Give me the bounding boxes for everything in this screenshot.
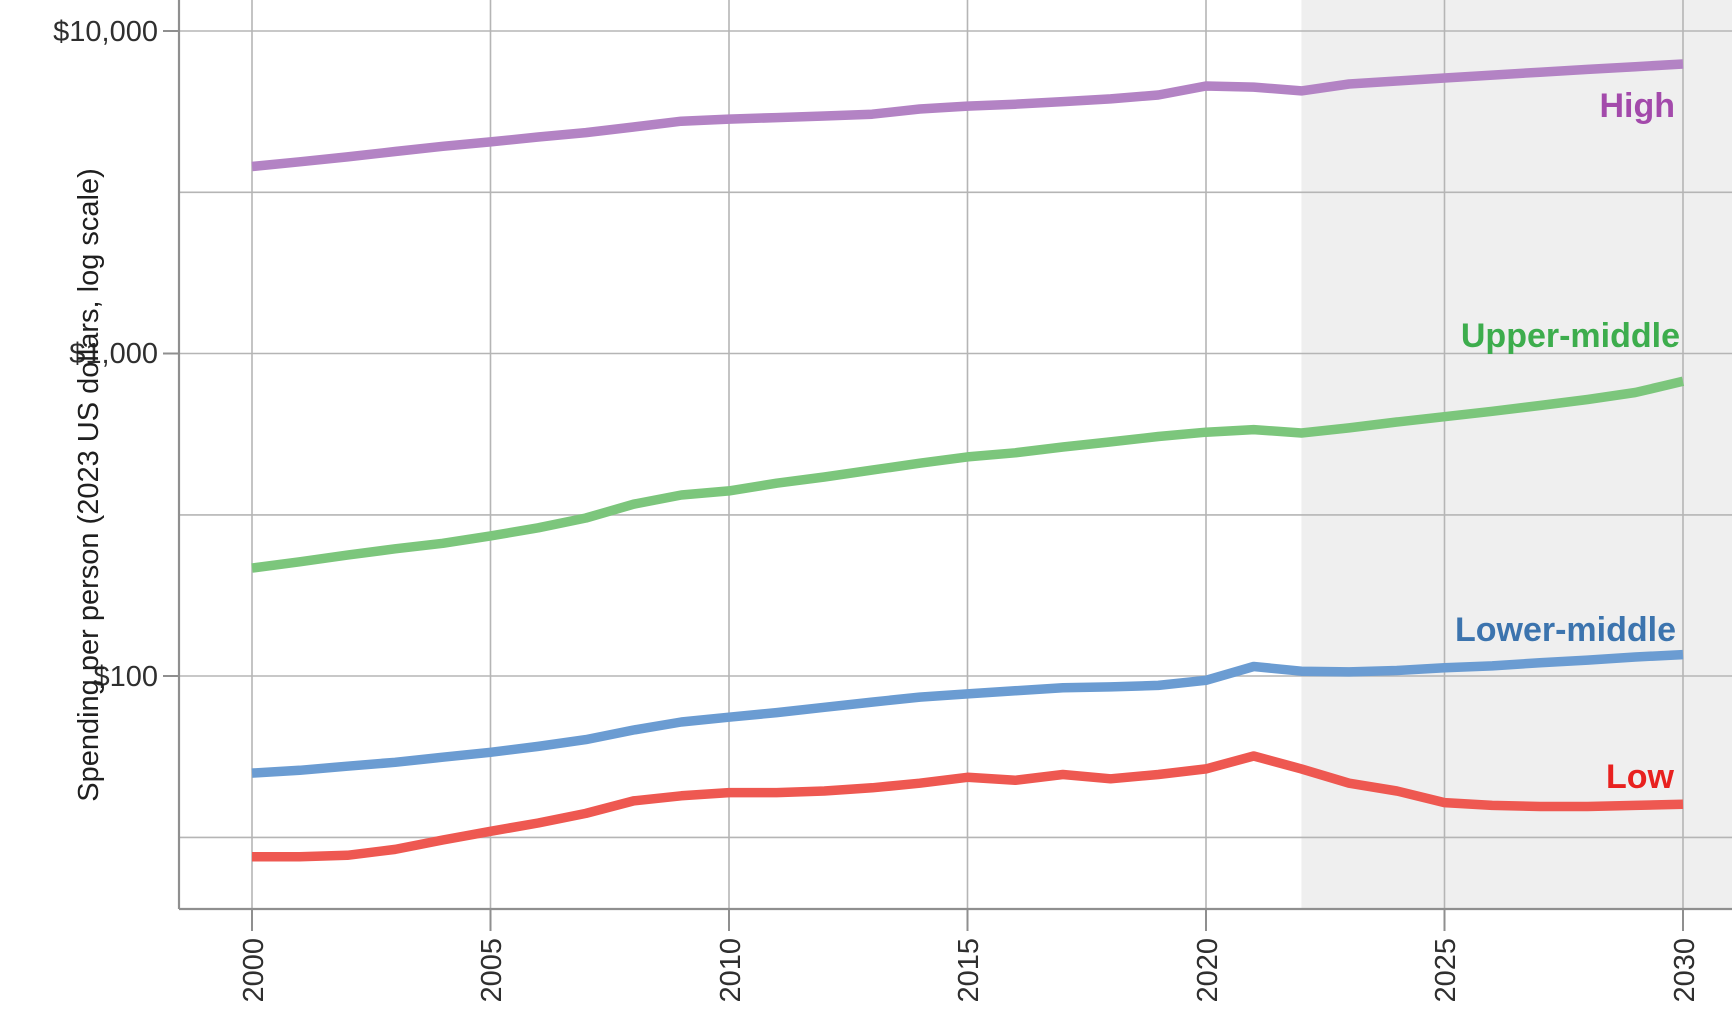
series-line-high (251, 59, 1684, 172)
projection-band-layer (1301, 0, 1732, 909)
y-axis-title: Spending per person (2023 US dollars, lo… (73, 168, 105, 802)
series-line-low (252, 751, 1684, 862)
y-tick-label-10000: $10,000 (53, 16, 158, 48)
x-tick-label-2000: 2000 (238, 938, 270, 1003)
series-label-lower-middle: Lower-middle (1455, 611, 1676, 649)
series-line-lower-middle (251, 649, 1684, 778)
x-tick-label-2025: 2025 (1430, 938, 1462, 1003)
series-line-upper-middle (251, 376, 1685, 573)
series-label-upper-middle: Upper-middle (1461, 317, 1680, 355)
x-tick-label-2020: 2020 (1192, 938, 1224, 1003)
y-tick-label-100: $100 (93, 661, 158, 693)
x-tick-label-2005: 2005 (476, 938, 508, 1003)
x-tick-label-2030: 2030 (1669, 938, 1701, 1003)
series-line-layer (251, 59, 1685, 862)
axis-layer (163, 0, 1732, 931)
x-tick-label-2010: 2010 (715, 938, 747, 1003)
x-tick-label-2015: 2015 (953, 938, 985, 1003)
projection-band (1301, 0, 1732, 909)
series-label-high: High (1599, 87, 1675, 125)
y-tick-label-1000: $1,000 (69, 338, 158, 370)
series-label-low: Low (1606, 758, 1675, 796)
